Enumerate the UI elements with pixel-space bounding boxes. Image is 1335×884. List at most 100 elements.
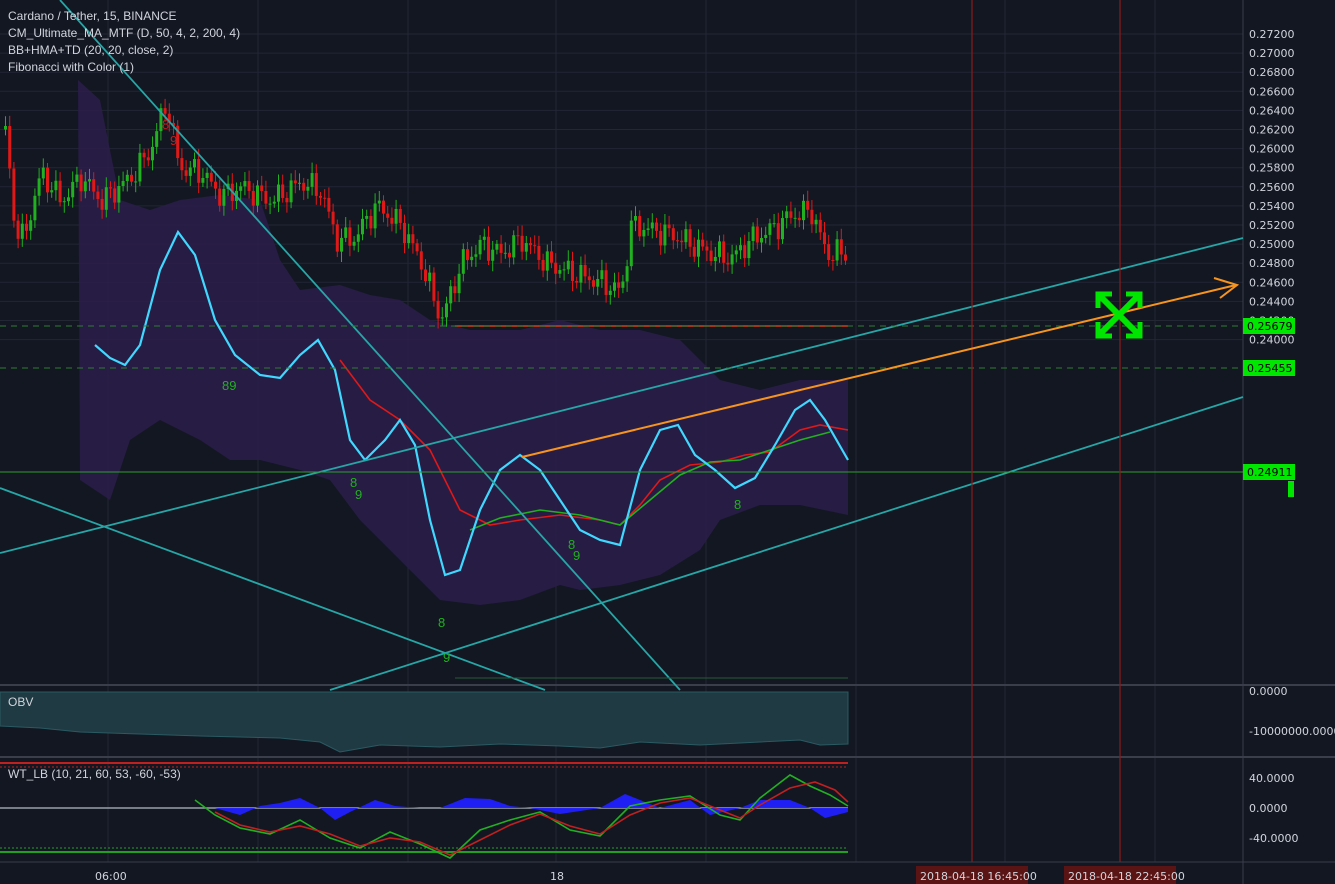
candle-body (516, 235, 520, 237)
td-count-label: 8 (350, 475, 357, 490)
obv-tick-label: -10000000.0000 (1249, 725, 1335, 738)
x-marker-corner (1095, 322, 1112, 339)
td-count-label: 8 (438, 615, 445, 630)
candle-body (491, 249, 495, 261)
candle-body (806, 200, 810, 210)
candle-body (659, 230, 663, 246)
candle-body (62, 201, 66, 203)
candle-body (100, 198, 104, 210)
candle-body (487, 236, 490, 261)
candle-body (533, 245, 537, 247)
price-tick-label: 0.26600 (1249, 85, 1295, 98)
candle-body (83, 181, 87, 192)
indicator-bb-hma-td[interactable]: BB+HMA+TD (20, 20, close, 2) (8, 43, 174, 57)
trendlines (0, 0, 1244, 691)
candle-body (104, 187, 108, 210)
candle-body (705, 246, 709, 251)
candle-body (75, 174, 79, 182)
candle-body (151, 146, 154, 161)
candle-body (739, 245, 742, 251)
candle-body (180, 158, 184, 171)
candle-body (676, 240, 679, 242)
candle-body (692, 246, 696, 257)
candle-body (188, 167, 192, 176)
candle-body (146, 157, 150, 161)
candle-body (621, 281, 625, 288)
candle-body (764, 234, 768, 238)
hma-line (94, 229, 849, 577)
candle-body (356, 234, 360, 242)
candle-body (289, 180, 293, 203)
candle-body (831, 259, 835, 261)
time-tick-label: 18 (550, 870, 564, 883)
candle-body (386, 213, 390, 218)
candle-body (214, 181, 217, 189)
candle-body (655, 222, 658, 231)
wt-histogram (215, 794, 848, 820)
candle-body (818, 219, 822, 233)
wt-slow-line (214, 781, 849, 856)
time-highlight-label: 2018-04-18 22:45:00 (1068, 870, 1185, 883)
candle-body (650, 222, 654, 229)
price-tick-label: 0.24400 (1249, 295, 1295, 308)
candle-body (16, 220, 20, 239)
time-tick-label: 06:00 (95, 870, 127, 883)
candle-body (499, 243, 503, 253)
candle-body (785, 211, 789, 219)
candle-body (797, 217, 801, 221)
price-badge (1243, 464, 1295, 480)
candle-body (760, 237, 763, 243)
candle-body (608, 290, 612, 295)
candle-body (256, 185, 259, 206)
candle-body (46, 167, 49, 193)
candle-body (440, 317, 444, 319)
candle-body (579, 264, 583, 283)
candle-body (638, 216, 642, 237)
candle-body (117, 185, 121, 203)
candle-body (415, 243, 419, 252)
price-badge-tail (1288, 481, 1294, 497)
candle-body (545, 251, 549, 271)
candle-body (419, 251, 423, 270)
candle-body (243, 181, 247, 187)
candle-body (827, 244, 831, 260)
candle-body (571, 260, 574, 281)
candle-body (550, 251, 553, 263)
candle-body (802, 200, 805, 221)
candle-body (524, 243, 528, 252)
candle-body (436, 300, 440, 319)
x-marker-corner (1095, 291, 1112, 308)
td-count-label: 8 (162, 117, 169, 132)
trendline (0, 487, 546, 691)
candle-body (768, 223, 772, 235)
price-tick-label: 0.26000 (1249, 143, 1295, 156)
candle-body (503, 252, 507, 254)
candle-body (4, 125, 7, 130)
candle-body (344, 227, 348, 238)
candle-body (268, 203, 272, 205)
candle-body (134, 181, 138, 183)
indicator-cm-ultimate-ma[interactable]: CM_Ultimate_MA_MTF (D, 50, 4, 2, 200, 4) (8, 26, 241, 40)
candle-body (209, 172, 213, 182)
x-marker-corner (1126, 322, 1143, 339)
time-highlight-badge (1064, 866, 1176, 884)
candle-body (348, 227, 352, 246)
wt-tick-label: 40.0000 (1249, 772, 1295, 785)
candle-body (12, 168, 16, 221)
candle-body (340, 237, 343, 252)
candle-body (734, 250, 738, 255)
obv-area (0, 691, 849, 753)
candle-body (755, 226, 759, 243)
candle-body (298, 182, 301, 184)
indicator-fibonacci[interactable]: Fibonacci with Color (1) (8, 60, 135, 74)
candle-body (566, 260, 570, 270)
candle-body (79, 174, 83, 192)
candle-body (722, 241, 726, 263)
candle-body (365, 215, 369, 219)
td-count-label: 9 (170, 133, 177, 148)
candle-body (684, 229, 688, 243)
price-badge (1243, 360, 1295, 376)
candle-body (428, 272, 432, 282)
candle-body (8, 125, 12, 169)
